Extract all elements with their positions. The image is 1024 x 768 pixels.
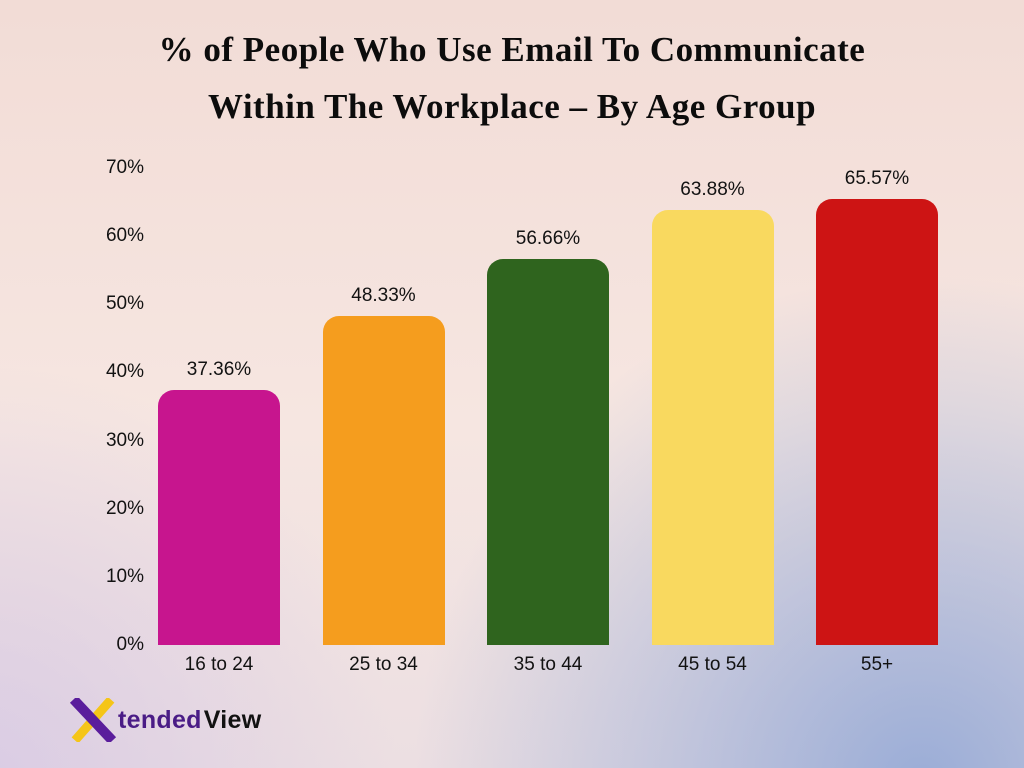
y-tick-label: 70% <box>105 157 144 178</box>
chart-title-line2: Within The Workplace – By Age Group <box>207 86 817 126</box>
bar-value-label: 65.57% <box>844 168 910 189</box>
bar-group: 63.88% 45 to 54 <box>651 168 774 675</box>
logo-x-icon <box>70 698 116 742</box>
bar-group: 37.36% 16 to 24 <box>158 168 280 675</box>
chart-title-line1: % of People Who Use Email To Communicate <box>158 30 866 69</box>
chart-title: % of People Who Use Email To Communicate… <box>0 22 1024 135</box>
bar-value-label: 63.88% <box>680 178 745 200</box>
y-tick-label: 10% <box>105 565 144 587</box>
bar <box>816 199 938 645</box>
bar <box>158 390 280 645</box>
y-tick-label: 50% <box>105 293 144 315</box>
bar-value-label: 56.66% <box>515 227 581 249</box>
bar <box>487 258 609 645</box>
bar-group: 56.66% 35 to 44 <box>487 168 609 675</box>
bar-value-label: 48.33% <box>351 284 416 306</box>
bar <box>651 209 774 645</box>
bar-group: 48.33% 25 to 34 <box>322 168 445 675</box>
x-category-label: 45 to 54 <box>678 654 747 675</box>
y-tick-label: 60% <box>105 225 144 247</box>
logo-text-view: View <box>203 705 262 734</box>
y-tick-label: 0% <box>116 634 144 655</box>
y-tick-label: 30% <box>105 429 144 451</box>
bars: 37.36% 16 to 24 48.33% 25 to 34 56.66% 35 to … <box>158 168 938 675</box>
x-category-label: 55+ <box>860 654 894 675</box>
brand-logo: tended View <box>70 698 261 742</box>
x-category-label: 16 to 24 <box>184 654 254 675</box>
logo-text-tended: tended <box>118 705 202 734</box>
y-axis: 0% 10% 20% 30% 40% 50% 60% 70% <box>78 157 144 655</box>
y-tick-label: 40% <box>105 361 144 383</box>
bar-value-label: 37.36% <box>186 359 252 381</box>
x-category-label: 35 to 44 <box>513 654 583 675</box>
x-category-label: 25 to 34 <box>349 654 418 675</box>
bar <box>322 315 445 645</box>
bar-group: 65.57% 55+ <box>816 168 938 675</box>
y-tick-label: 20% <box>105 497 144 519</box>
